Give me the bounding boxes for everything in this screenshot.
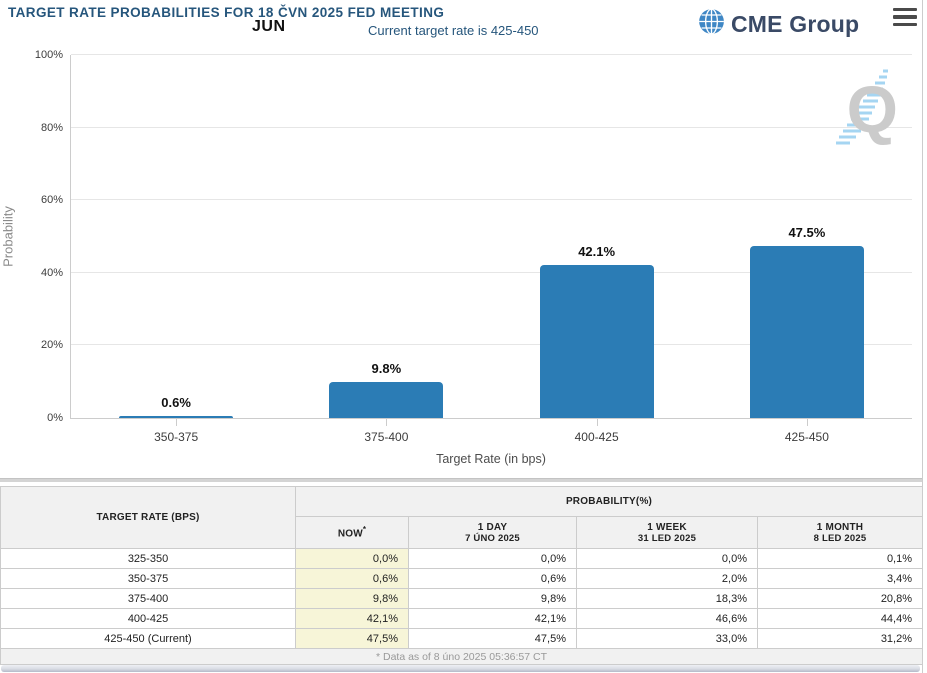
- q-watermark-letter: Q: [846, 72, 898, 146]
- week-cell: 33,0%: [576, 628, 758, 649]
- category-band: 47.5% 425-450: [702, 55, 912, 444]
- table-row: 350-375 0,6% 0,6% 2,0% 3,4%: [0, 568, 924, 589]
- y-axis-tick: 0%: [47, 412, 63, 424]
- gridline: [71, 126, 912, 128]
- bar-value-label: 47.5%: [788, 224, 826, 240]
- x-axis-tick-label: 425-450: [784, 430, 829, 444]
- x-axis-tick-mark: [596, 419, 598, 426]
- rate-cell: 325-350: [0, 548, 296, 569]
- day-cell: 9,8%: [408, 588, 577, 609]
- probability-bar[interactable]: [329, 382, 444, 418]
- month-label: JUN: [252, 18, 286, 35]
- y-axis-title: Probability: [0, 206, 16, 267]
- table-row: 325-350 0,0% 0,0% 0,0% 0,1%: [0, 548, 924, 569]
- now-cell: 47,5%: [295, 628, 409, 649]
- month-cell: 31,2%: [756, 628, 924, 649]
- y-axis-tick: 100%: [34, 49, 63, 61]
- week-column-header: 1 WEEK 31 LED 2025: [576, 516, 758, 549]
- table-row: 375-400 9,8% 9,8% 18,3% 20,8%: [0, 588, 924, 609]
- y-axis-tick: 60%: [40, 194, 63, 207]
- now-cell: 0,6%: [295, 568, 409, 589]
- gridline: [71, 344, 912, 346]
- rate-cell: 400-425: [0, 608, 296, 629]
- bar-value-label: 42.1%: [578, 244, 616, 260]
- now-column-header: NOW*: [295, 516, 409, 549]
- y-axis-tick: 80%: [40, 121, 63, 134]
- table-row: 400-425 42,1% 42,1% 46,6% 44,4%: [0, 608, 924, 629]
- globe-icon: [698, 8, 725, 40]
- month-cell: 44,4%: [756, 608, 924, 629]
- gridline: [71, 271, 912, 273]
- x-axis-tick-mark: [176, 419, 178, 426]
- week-cell: 46,6%: [576, 608, 758, 629]
- brand-text: CME Group: [731, 10, 860, 37]
- probability-table: TARGET RATE (BPS) PROBABILITY(%) NOW* 1 …: [0, 486, 924, 665]
- now-cell: 9,8%: [295, 588, 409, 609]
- y-axis-tick: 40%: [40, 266, 63, 279]
- plot-area: 0% 20% 40% 60% 80% 100% 0.6% 350-375 9.8…: [35, 49, 912, 444]
- day-cell: 42,1%: [408, 608, 577, 629]
- x-axis-title: Target Rate (in bps): [436, 452, 546, 466]
- hamburger-menu-icon[interactable]: [893, 8, 917, 26]
- rate-cell: 375-400: [0, 588, 296, 609]
- day-cell: 47,5%: [408, 628, 577, 649]
- page-title: TARGET RATE PROBABILITIES FOR 18 ČVN 202…: [8, 5, 445, 20]
- day-column-header: 1 DAY 7 ÚNO 2025: [408, 516, 577, 549]
- current-rate-subtitle: Current target rate is 425-450: [368, 23, 539, 38]
- gridline: [71, 54, 912, 55]
- day-cell: 0,0%: [408, 548, 577, 569]
- now-cell: 0,0%: [295, 548, 409, 569]
- week-cell: 18,3%: [576, 588, 758, 609]
- section-divider: [0, 478, 922, 482]
- month-cell: 0,1%: [756, 548, 924, 569]
- x-axis-tick-label: 375-400: [364, 430, 409, 444]
- probability-chart: Probability 0% 20% 40% 60% 80% 100% 0.6%…: [0, 48, 922, 478]
- month-cell: 20,8%: [756, 588, 924, 609]
- week-cell: 0,0%: [576, 548, 758, 569]
- probability-bar[interactable]: [749, 245, 864, 418]
- month-column-header: 1 MONTH 8 LED 2025: [756, 516, 924, 549]
- rate-cell: 350-375: [0, 568, 296, 589]
- bottom-scrollbar[interactable]: [1, 665, 920, 672]
- probability-bar[interactable]: [539, 265, 654, 418]
- category-band: 9.8% 375-400: [281, 55, 491, 444]
- month-cell: 3,4%: [756, 568, 924, 589]
- x-axis-tick-label: 350-375: [154, 430, 199, 444]
- table-row: 425-450 (Current) 47,5% 47,5% 33,0% 31,2…: [0, 628, 924, 649]
- header: TARGET RATE PROBABILITIES FOR 18 ČVN 202…: [0, 0, 922, 48]
- probability-group-header: PROBABILITY(%): [294, 486, 924, 517]
- week-cell: 2,0%: [576, 568, 758, 589]
- rate-cell: 425-450 (Current): [0, 628, 296, 649]
- y-axis-tick: 20%: [40, 339, 63, 352]
- quikstrike-watermark: Q: [828, 65, 898, 151]
- category-band: 42.1% 400-425: [492, 55, 702, 444]
- x-axis-tick-mark: [806, 419, 808, 426]
- x-axis-tick-label: 400-425: [574, 430, 619, 444]
- table-footnote: * Data as of 8 úno 2025 05:36:57 CT: [0, 648, 924, 665]
- probability-bar[interactable]: [119, 415, 234, 418]
- x-axis-tick-mark: [386, 419, 388, 426]
- day-cell: 0,6%: [408, 568, 577, 589]
- rate-header-cell: TARGET RATE (BPS): [0, 486, 296, 549]
- bar-value-label: 9.8%: [371, 361, 402, 377]
- gridline: [71, 199, 912, 201]
- now-cell: 42,1%: [295, 608, 409, 629]
- bar-value-label: 0.6%: [161, 394, 191, 410]
- cme-group-logo[interactable]: CME Group: [698, 8, 859, 40]
- category-band: 0.6% 350-375: [71, 55, 281, 444]
